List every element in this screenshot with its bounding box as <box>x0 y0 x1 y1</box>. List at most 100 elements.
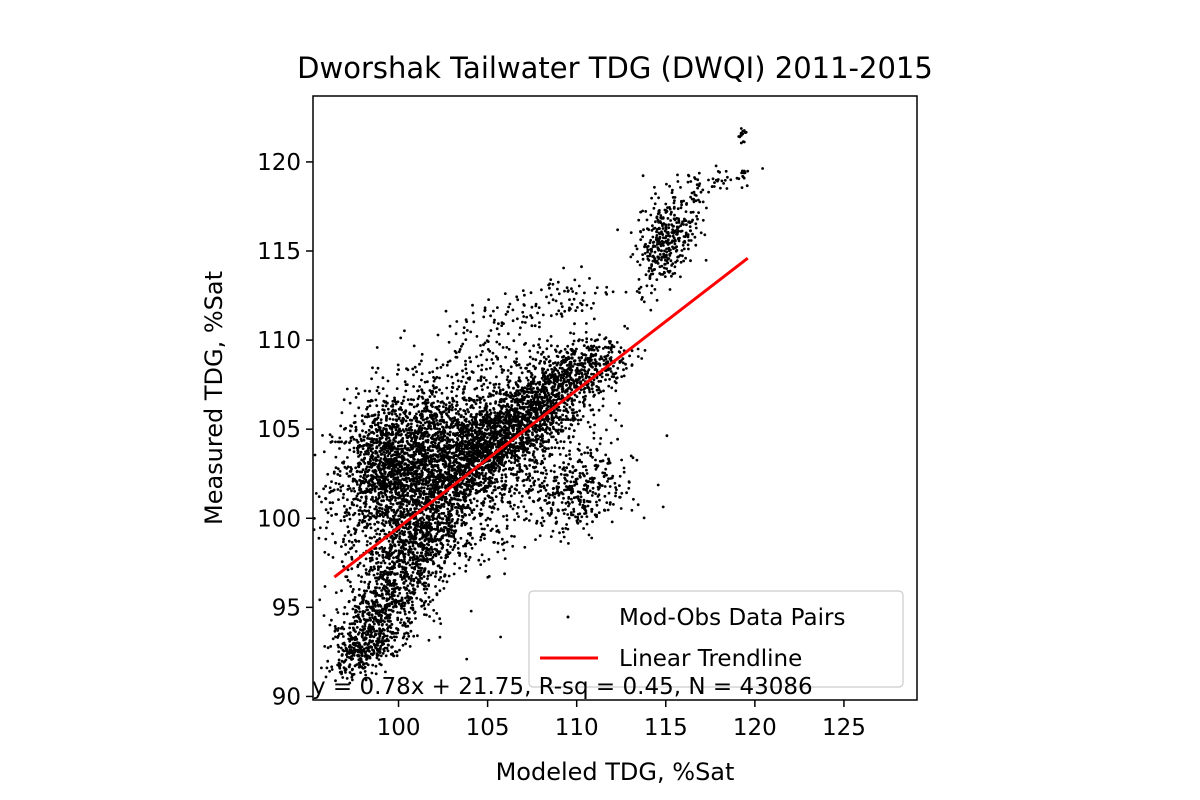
data-point <box>359 475 362 478</box>
data-point <box>343 643 347 647</box>
data-point <box>443 438 447 442</box>
data-point <box>384 589 388 593</box>
data-point <box>420 458 423 462</box>
data-point <box>407 550 410 554</box>
data-point <box>428 389 432 392</box>
data-point <box>415 560 418 564</box>
data-point <box>407 634 411 638</box>
data-point <box>410 600 414 604</box>
data-point <box>350 675 354 679</box>
data-point <box>462 544 465 548</box>
data-point <box>402 471 406 475</box>
data-point <box>404 625 408 628</box>
data-point <box>425 546 429 550</box>
data-point <box>406 447 410 450</box>
data-point <box>425 417 428 421</box>
data-point <box>350 546 354 550</box>
data-point <box>412 405 416 409</box>
data-point <box>429 483 433 487</box>
data-point <box>341 676 345 679</box>
data-point <box>384 487 388 491</box>
data-point <box>439 570 442 574</box>
data-point <box>326 646 330 650</box>
data-point <box>450 528 453 532</box>
data-point <box>448 426 452 430</box>
data-point <box>419 569 423 572</box>
data-point <box>349 439 353 442</box>
data-point <box>422 493 426 496</box>
data-point <box>377 658 381 661</box>
data-point <box>355 610 359 613</box>
data-point <box>431 469 434 472</box>
data-point <box>347 665 351 668</box>
data-point <box>345 387 349 391</box>
data-point <box>473 516 477 520</box>
data-point <box>382 467 386 471</box>
data-point <box>352 642 356 646</box>
data-point <box>380 434 384 437</box>
data-point <box>363 670 367 673</box>
data-point <box>471 434 475 437</box>
data-point <box>405 480 409 484</box>
data-point <box>410 422 413 426</box>
data-point <box>359 671 362 674</box>
data-point <box>434 358 438 362</box>
data-point <box>399 515 403 519</box>
data-point <box>404 642 407 646</box>
data-point <box>415 447 419 451</box>
data-point <box>439 454 443 458</box>
data-point <box>398 648 401 652</box>
data-point <box>401 624 405 627</box>
data-point <box>393 447 397 450</box>
data-point <box>381 376 385 380</box>
data-point <box>371 495 374 499</box>
data-point <box>385 566 389 570</box>
data-point <box>426 498 430 501</box>
data-point <box>474 402 478 406</box>
data-point <box>473 428 477 432</box>
data-point <box>394 458 398 461</box>
data-point <box>338 436 342 440</box>
data-point <box>444 514 447 518</box>
data-point <box>356 492 360 496</box>
data-point <box>345 472 349 475</box>
data-point <box>363 389 367 393</box>
data-point <box>460 518 464 522</box>
data-point <box>440 504 443 508</box>
data-point <box>430 537 434 541</box>
data-point <box>368 404 372 408</box>
data-point <box>559 440 563 443</box>
data-point <box>350 540 354 544</box>
data-point <box>352 615 356 619</box>
data-point <box>357 658 361 662</box>
data-point <box>486 386 490 389</box>
data-point <box>366 631 370 635</box>
data-point <box>438 566 442 570</box>
data-point <box>381 528 385 532</box>
data-point <box>380 452 384 456</box>
data-point <box>451 548 455 551</box>
data-point <box>431 415 435 418</box>
data-point <box>416 585 420 588</box>
data-point <box>388 624 391 628</box>
data-point <box>381 511 385 515</box>
data-point <box>377 392 381 395</box>
data-point <box>354 630 357 633</box>
data-point <box>385 460 389 463</box>
data-point <box>354 550 358 553</box>
data-point <box>410 439 413 443</box>
data-point <box>505 378 509 381</box>
data-point <box>428 449 432 452</box>
data-point <box>345 648 349 652</box>
data-point <box>454 422 458 426</box>
data-point <box>445 521 448 525</box>
data-point <box>486 494 490 498</box>
data-point <box>434 464 438 468</box>
data-point <box>388 615 391 619</box>
data-point <box>384 555 388 559</box>
data-point <box>373 463 376 467</box>
data-point <box>407 454 410 457</box>
data-point <box>379 561 383 565</box>
data-point <box>552 416 556 420</box>
data-point <box>409 446 413 449</box>
